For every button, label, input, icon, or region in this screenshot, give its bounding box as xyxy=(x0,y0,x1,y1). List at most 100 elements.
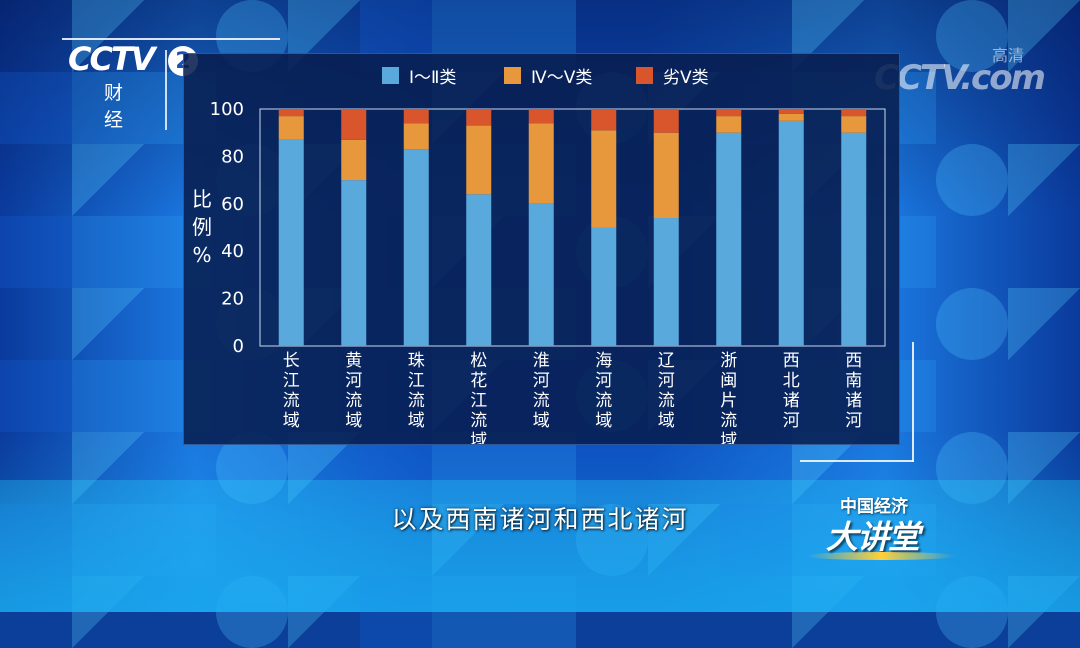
bar-segment xyxy=(716,116,742,133)
bar-segment xyxy=(341,180,367,346)
channel-logo: CCTV 2 财经 xyxy=(68,40,198,131)
bar-segment xyxy=(403,123,429,150)
x-tick-label: 长 xyxy=(283,351,300,371)
x-tick-label: 河 xyxy=(595,371,612,391)
bar-segment xyxy=(591,130,617,228)
x-tick-label: 域 xyxy=(470,431,487,444)
y-tick-label: 20 xyxy=(221,289,244,310)
x-tick-label: 江 xyxy=(408,371,425,391)
legend-swatch xyxy=(504,67,521,84)
background-tile xyxy=(72,72,144,144)
x-tick-label: 域 xyxy=(595,411,612,431)
bar-segment xyxy=(653,109,679,133)
subtitle-caption: 以及西南诸河和西北诸河 xyxy=(391,505,689,534)
x-tick-label: 流 xyxy=(533,391,550,411)
x-tick-label: 辽 xyxy=(658,351,675,371)
bar-segment xyxy=(653,218,679,346)
program-logo-main: 大讲堂 xyxy=(826,518,920,556)
background-tile xyxy=(72,288,144,360)
bar-segment xyxy=(466,109,492,126)
bar-segment xyxy=(278,109,304,117)
background-tile xyxy=(936,288,1008,360)
y-tick-label: 40 xyxy=(221,241,244,262)
y-axis-label: % xyxy=(192,243,211,267)
bar-segment xyxy=(653,132,679,219)
plot-frame xyxy=(259,108,886,347)
x-tick-label: 域 xyxy=(720,431,737,444)
logo-frame-divider xyxy=(165,50,167,130)
bar-segment xyxy=(528,203,554,346)
bar-segment xyxy=(778,109,804,114)
x-tick-label: 河 xyxy=(345,371,362,391)
x-tick-label: 河 xyxy=(845,411,862,431)
bar-segment xyxy=(466,125,492,195)
bar-segment xyxy=(341,139,367,181)
bar-segment xyxy=(716,132,742,346)
x-tick-label: 浙 xyxy=(720,351,737,371)
bar-segment xyxy=(466,194,492,346)
bar-segment xyxy=(778,113,804,121)
x-tick-label: 流 xyxy=(470,411,487,431)
x-tick-label: 江 xyxy=(470,391,487,411)
bar-segment xyxy=(591,109,617,131)
legend-swatch xyxy=(382,67,399,84)
background-tile xyxy=(1008,144,1080,216)
x-tick-label: 河 xyxy=(533,371,550,391)
channel-name: 财经 xyxy=(104,82,138,131)
legend-label: Ⅰ～Ⅱ类 xyxy=(409,68,456,88)
background-tile xyxy=(72,144,144,216)
program-logo: 中国经济 大讲堂 xyxy=(806,492,976,566)
x-tick-label: 域 xyxy=(283,411,300,431)
background-tile xyxy=(0,360,72,432)
bar-segment xyxy=(841,109,867,117)
bar-segment xyxy=(591,227,617,346)
bar-segment xyxy=(841,116,867,133)
program-logo-top: 中国经济 xyxy=(840,497,908,517)
legend-label: 劣Ⅴ类 xyxy=(663,68,709,88)
background-tile xyxy=(1008,288,1080,360)
background-band xyxy=(0,480,1080,612)
x-tick-label: 域 xyxy=(533,411,550,431)
bar-segment xyxy=(528,123,554,204)
bar-segment xyxy=(528,109,554,124)
background-tile xyxy=(72,0,144,72)
x-tick-label: 流 xyxy=(595,391,612,411)
background-tile xyxy=(0,216,72,288)
background-tile xyxy=(1008,0,1080,72)
x-tick-label: 松 xyxy=(470,351,487,371)
channel-logo-text: CCTV xyxy=(68,40,156,78)
x-tick-label: 淮 xyxy=(533,351,550,371)
x-tick-label: 诸 xyxy=(783,391,800,411)
bar-segment xyxy=(841,132,867,346)
y-tick-label: 100 xyxy=(210,99,244,120)
x-tick-label: 闽 xyxy=(720,371,737,391)
bar-segment xyxy=(716,109,742,117)
x-tick-label: 流 xyxy=(720,411,737,431)
x-tick-label: 西 xyxy=(845,351,862,371)
x-tick-label: 域 xyxy=(345,411,362,431)
frame-decoration xyxy=(800,460,914,462)
site-watermark-text: CCTV.com xyxy=(874,58,1046,98)
x-tick-label: 珠 xyxy=(408,351,425,371)
bar-segment xyxy=(278,116,304,140)
stacked-bar-chart: 020406080100比例%长江流域黄河流域珠江流域松花江流域淮河流域海河流域… xyxy=(192,67,886,444)
y-axis-label: 例 xyxy=(192,215,212,239)
bar-segment xyxy=(778,120,804,346)
x-tick-label: 流 xyxy=(283,391,300,411)
x-tick-label: 西 xyxy=(783,351,800,371)
site-watermark-small: 高清 xyxy=(991,46,1024,65)
program-logo-swoosh xyxy=(806,552,956,560)
y-tick-label: 0 xyxy=(233,336,244,357)
legend-swatch xyxy=(636,67,653,84)
x-tick-label: 流 xyxy=(408,391,425,411)
x-tick-label: 流 xyxy=(345,391,362,411)
x-tick-label: 南 xyxy=(845,371,862,391)
x-tick-label: 花 xyxy=(470,371,487,391)
x-tick-label: 流 xyxy=(658,391,675,411)
bar-segment xyxy=(341,109,367,140)
background-tile xyxy=(72,360,144,432)
frame-decoration xyxy=(912,342,914,462)
background-tile xyxy=(0,72,72,144)
x-tick-label: 河 xyxy=(783,411,800,431)
bar-segment xyxy=(403,109,429,124)
